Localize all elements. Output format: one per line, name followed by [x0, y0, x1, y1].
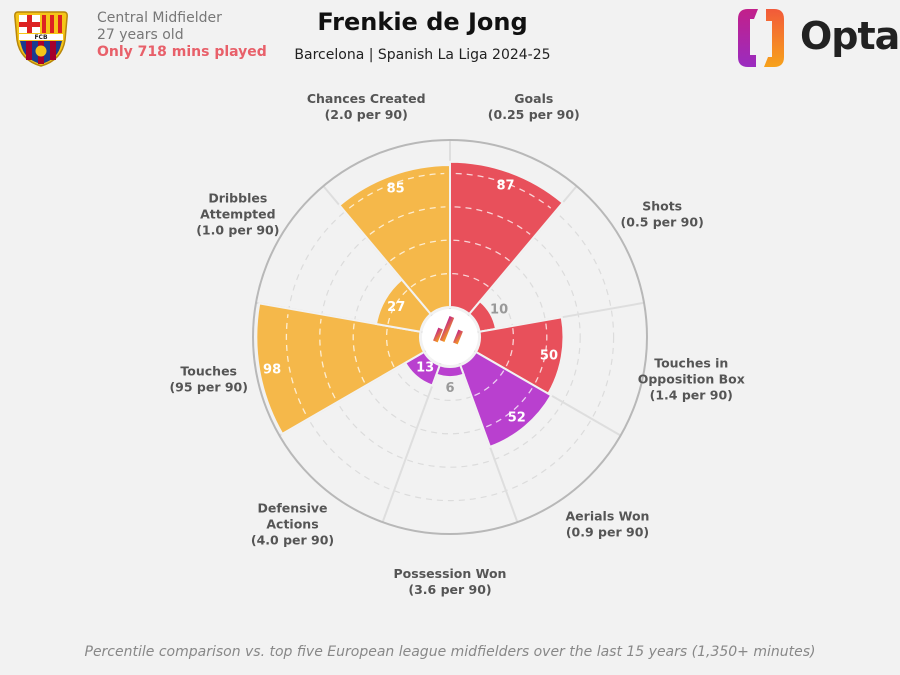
bar-ring [387, 289, 409, 324]
bar-chances-created [338, 164, 451, 316]
category-name: Attempted [200, 207, 275, 222]
bar-ring [410, 272, 448, 288]
value-label: 85 [387, 182, 405, 197]
opta-mark-bar [433, 327, 443, 343]
outer-ring [252, 139, 648, 535]
value-label: 87 [496, 178, 514, 193]
value-label: 10 [490, 303, 508, 318]
opta-logo-icon [738, 9, 784, 67]
bar-ring [390, 239, 447, 262]
category-rate: (0.9 per 90) [566, 525, 649, 540]
category-rate: (95 per 90) [169, 380, 248, 395]
category-label: Touches (95 per 90) [169, 364, 248, 395]
category-rate: (1.0 per 90) [196, 223, 279, 238]
bar-ring [455, 172, 552, 209]
category-name: Goals [514, 91, 553, 106]
bar-ring [505, 328, 514, 368]
bar-ring [386, 328, 395, 368]
value-label: 27 [387, 300, 405, 315]
bar-touches-in-opposition-box [474, 316, 565, 396]
category-name: Actions [266, 517, 318, 532]
category-label: Shots (0.5 per 90) [621, 199, 704, 230]
category-name: Shots [642, 199, 682, 214]
category-label: Chances Created (2.0 per 90) [307, 91, 426, 122]
crest-text: FCB [34, 34, 48, 41]
minutes-note: Only 718 mins played [97, 44, 267, 60]
opta-wordmark: Opta [800, 14, 900, 58]
category-name: Touches in [654, 356, 728, 371]
category-name: Possession Won [394, 566, 507, 581]
value-label: 13 [416, 361, 434, 376]
opta-mark-bar [453, 329, 463, 345]
bar-ring [473, 370, 505, 397]
category-label: Goals (0.25 per 90) [488, 91, 580, 122]
subtitle: Barcelona | Spanish La Liga 2024-25 [294, 47, 551, 63]
bar-ring [486, 387, 533, 428]
bar-ring [352, 323, 366, 383]
category-name: Aerials Won [566, 509, 650, 524]
category-label: Aerials Won (0.9 per 90) [566, 509, 650, 540]
category-name: Defensive [258, 501, 328, 516]
player-age: 27 years old [97, 27, 184, 43]
value-label: 6 [445, 381, 454, 396]
category-label: Defensive Actions (4.0 per 90) [251, 501, 334, 548]
category-name: Opposition Box [638, 372, 745, 387]
center-logo-circle [422, 309, 478, 365]
bar-goals [449, 160, 565, 316]
bar-possession-won [435, 363, 465, 379]
club-crest: FCB [14, 11, 68, 67]
bar-ring [453, 239, 510, 262]
category-rate: (0.25 per 90) [488, 107, 580, 122]
category-rate: (2.0 per 90) [325, 107, 408, 122]
category-name: Touches [180, 364, 237, 379]
category-name: Chances Created [307, 91, 426, 106]
player-position: Central Midfielder [97, 10, 222, 26]
bar-ring [348, 172, 445, 209]
category-rate: (4.0 per 90) [251, 533, 334, 548]
category-rate: (1.4 per 90) [650, 388, 733, 403]
bar-ring [534, 323, 548, 383]
bar-touches [255, 302, 426, 436]
bar-aerials-won [458, 350, 553, 449]
opta-mark-bar [439, 316, 455, 342]
value-label: 50 [540, 348, 558, 363]
bar-ring [452, 272, 490, 288]
bar-ring [285, 314, 307, 415]
value-label: 98 [263, 362, 281, 377]
value-label: 52 [508, 411, 526, 426]
player-name: Frenkie de Jong [317, 8, 528, 36]
category-name: Dribbles [208, 191, 267, 206]
category-rate: (0.5 per 90) [621, 215, 704, 230]
category-rate: (3.6 per 90) [408, 582, 491, 597]
category-label: Dribbles Attempted (1.0 per 90) [196, 191, 279, 238]
category-label: Possession Won (3.6 per 90) [394, 566, 507, 597]
footer-note: Percentile comparison vs. top five Europ… [84, 644, 816, 660]
category-label: Touches in Opposition Box (1.4 per 90) [638, 356, 745, 403]
player-info: Central Midfielder 27 years old Only 718… [97, 10, 267, 61]
